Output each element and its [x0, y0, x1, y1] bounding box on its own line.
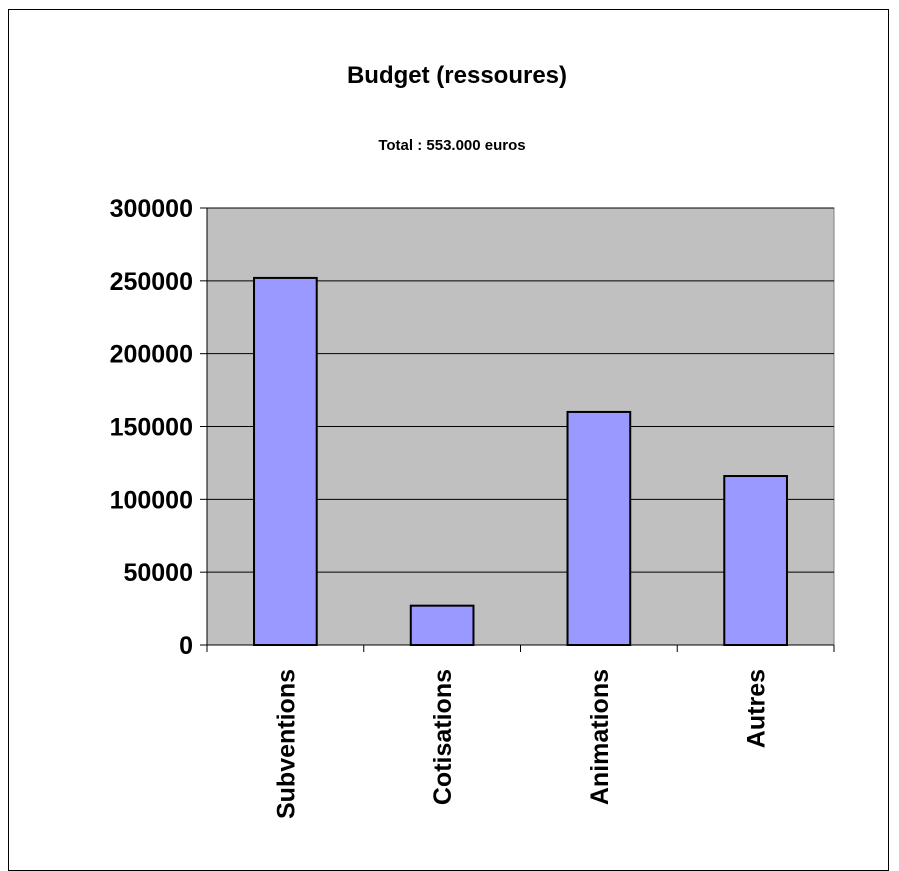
- bar: [566, 410, 632, 646]
- plot-area: 0 50000 100000 150000 200000 250000 300000 Subv…: [110, 195, 835, 819]
- bar: [723, 475, 788, 646]
- y-tick-label: 250000: [110, 268, 193, 296]
- x-tick-label: Subventions: [272, 669, 300, 819]
- x-tick-label: Animations: [586, 669, 614, 805]
- y-tick-label: 200000: [110, 341, 193, 369]
- y-tick-label: 50000: [123, 559, 193, 587]
- bar: [253, 276, 318, 646]
- y-tick-label: 0: [179, 632, 193, 660]
- chart-subtitle: Total : 553.000 euros: [378, 137, 525, 154]
- chart-title: Budget (ressoures): [347, 62, 567, 89]
- y-tick-label: 100000: [110, 486, 193, 514]
- x-tick-label: Autres: [743, 669, 771, 748]
- x-tick-label: Cotisations: [429, 669, 457, 805]
- y-tick-label: 300000: [110, 195, 193, 223]
- y-tick-label: 150000: [110, 414, 193, 442]
- bar: [409, 604, 475, 646]
